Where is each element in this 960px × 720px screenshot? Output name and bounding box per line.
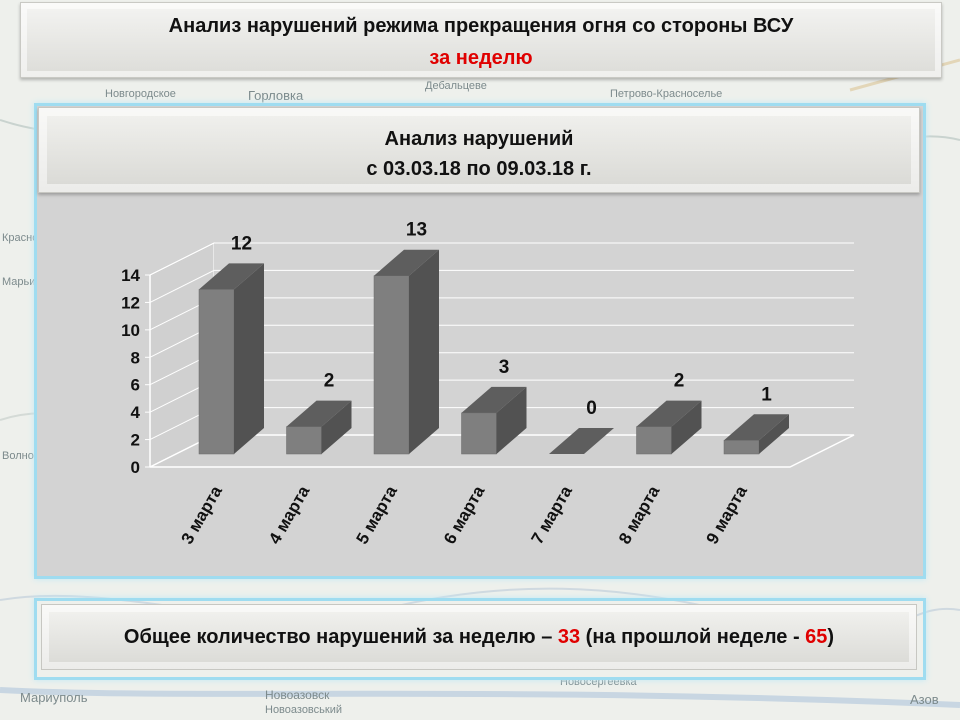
data-label: 1 xyxy=(761,384,772,405)
bar-top xyxy=(636,400,702,427)
x-tick-label: 6 марта xyxy=(440,482,489,547)
bar-top xyxy=(374,249,439,276)
bar-top xyxy=(199,263,264,290)
summary-frame xyxy=(34,598,926,680)
map-label: Дебальцеве xyxy=(425,80,487,92)
bar-side xyxy=(671,400,702,454)
data-label: 12 xyxy=(231,233,252,254)
x-tick-label: 5 марта xyxy=(353,482,402,547)
y-tick-label: 0 xyxy=(131,458,140,477)
chart-title-box: Анализ нарушений с 03.03.18 по 09.03.18 … xyxy=(38,107,920,193)
y-tick-label: 12 xyxy=(121,293,140,312)
data-label: 2 xyxy=(324,371,335,392)
bar-top xyxy=(549,428,614,454)
bar-front xyxy=(198,289,235,455)
bar-front xyxy=(636,426,672,455)
bar-top xyxy=(286,400,352,427)
bar-front xyxy=(723,440,760,455)
map-label: Мариуполь xyxy=(20,690,88,705)
bar-front xyxy=(286,426,322,455)
y-tick-label: 14 xyxy=(121,266,140,285)
x-tick-label: 8 марта xyxy=(615,482,664,547)
header-banner: Анализ нарушений режима прекращения огня… xyxy=(20,2,942,78)
x-tick-label: 9 марта xyxy=(703,482,752,547)
y-tick-label: 2 xyxy=(131,431,140,450)
summary-text-middle: (на прошлой неделе - xyxy=(580,626,806,648)
data-label: 13 xyxy=(406,220,427,241)
bar-side xyxy=(759,414,789,454)
data-label: 3 xyxy=(499,357,510,378)
y-tick-label: 8 xyxy=(131,348,140,367)
summary-bar: Общее количество нарушений за неделю – 3… xyxy=(41,604,917,670)
summary-text: Общее количество нарушений за неделю – xyxy=(123,626,558,648)
bar-side xyxy=(321,400,352,454)
bar-top xyxy=(724,414,789,441)
data-label: 2 xyxy=(674,371,685,392)
summary-previous-count: 65 xyxy=(805,626,828,648)
map-label: Азов xyxy=(910,692,939,707)
chart-period: с 03.03.18 по 09.03.18 г. xyxy=(366,158,592,180)
summary-current-count: 33 xyxy=(557,626,581,648)
x-tick-label: 4 марта xyxy=(265,482,314,547)
gridline xyxy=(149,242,854,276)
summary-text-end: ) xyxy=(827,626,835,648)
bar-top xyxy=(461,386,527,413)
bar-side xyxy=(409,249,439,454)
page-title: Анализ нарушений режима прекращения огня… xyxy=(168,15,794,37)
page-subtitle: за неделю xyxy=(429,47,533,69)
y-tick-label: 6 xyxy=(131,376,140,395)
map-label: Новоазовск xyxy=(265,688,330,702)
map-label: Горловка xyxy=(248,88,304,103)
bar-front xyxy=(373,275,410,455)
gridline xyxy=(149,269,854,303)
map-label: Новоазовський xyxy=(265,704,342,716)
bar-front xyxy=(461,412,497,455)
x-tick-label: 7 марта xyxy=(528,482,577,547)
y-tick-label: 10 xyxy=(121,321,140,340)
map-label: Новгородское xyxy=(105,88,176,100)
data-label: 0 xyxy=(586,398,597,419)
y-tick-label: 4 xyxy=(131,403,141,422)
bar-side xyxy=(496,386,527,454)
x-tick-label: 3 марта xyxy=(178,482,227,547)
back-wall xyxy=(214,243,854,435)
map-label: Петрово-Красноселье xyxy=(610,88,723,100)
chart-title: Анализ нарушений xyxy=(384,128,574,150)
bar-side xyxy=(234,263,264,454)
